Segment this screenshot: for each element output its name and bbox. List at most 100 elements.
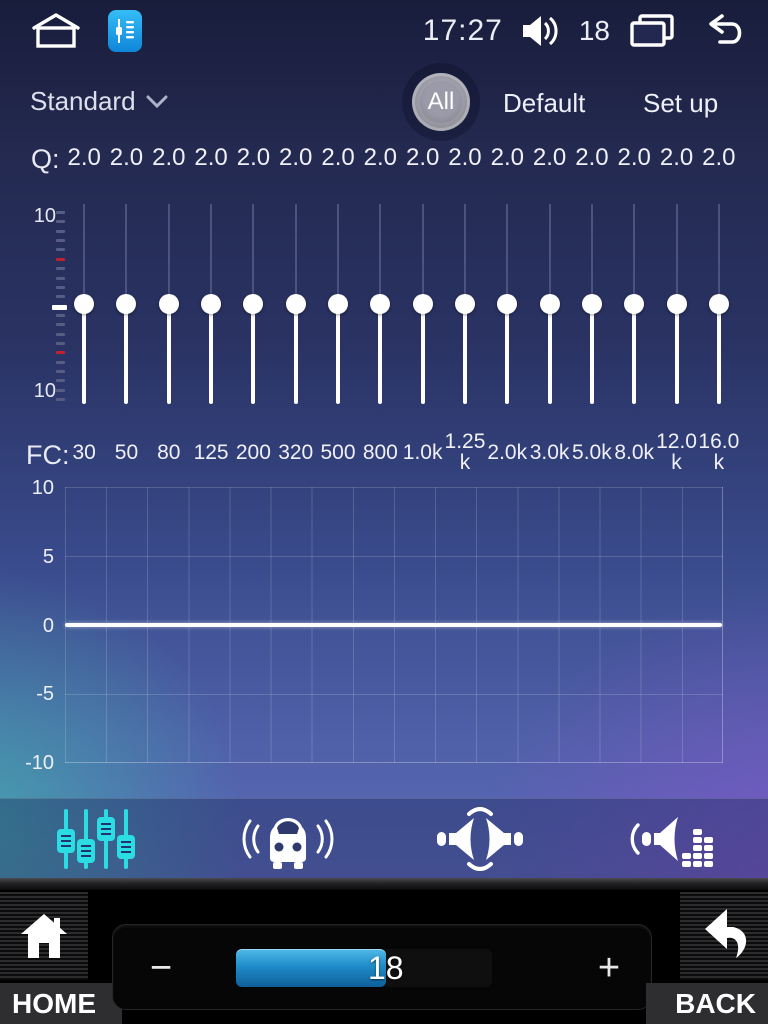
scale-tick [56, 369, 65, 373]
gain-scale-ticks [52, 211, 68, 407]
home-button[interactable] [0, 892, 88, 980]
slider-thumb[interactable] [74, 294, 95, 314]
eq-band-slider[interactable] [275, 198, 317, 410]
eq-band-slider[interactable] [359, 198, 401, 410]
scale-tick [56, 313, 65, 317]
graph-y-tick: -10 [25, 752, 54, 774]
recents-icon[interactable] [628, 12, 676, 50]
eq-band [528, 198, 570, 410]
preset-dropdown[interactable]: Standard [30, 86, 168, 117]
eq-band-slider[interactable] [613, 198, 655, 410]
slider-thumb[interactable] [201, 294, 222, 314]
slider-thumb[interactable] [581, 294, 602, 314]
q-value: 2.0 [109, 144, 144, 171]
scale-bottom-label: 10 [33, 380, 56, 402]
q-value: 2.0 [321, 144, 355, 171]
response-curve [65, 622, 722, 627]
fc-value: 16.0 k [698, 430, 740, 474]
slider-thumb[interactable] [497, 294, 518, 314]
tab-equalizer[interactable] [0, 799, 192, 878]
tab-sound-field[interactable] [384, 799, 576, 878]
slider-thumb[interactable] [666, 294, 687, 314]
home-label: HOME [0, 983, 122, 1024]
eq-band [232, 198, 274, 410]
eq-band-slider[interactable] [486, 198, 528, 410]
q-value: 2.0 [532, 144, 567, 171]
setup-button[interactable]: Set up [643, 88, 719, 118]
eq-band-slider[interactable] [148, 198, 190, 410]
scale-tick [56, 379, 65, 383]
scale-tick [56, 295, 65, 299]
q-value: 2.0 [194, 144, 228, 171]
equalizer-app-icon[interactable] [108, 10, 142, 52]
fc-value: 80 [157, 440, 181, 464]
fc-value: 50 [114, 440, 139, 464]
volume-slider[interactable]: 18 [236, 949, 492, 987]
slider-thumb[interactable] [454, 294, 475, 314]
fc-value: 8.0k [614, 440, 655, 464]
eq-band [275, 198, 317, 410]
eq-band [613, 198, 655, 410]
fc-value: 2.0k [487, 440, 528, 464]
eq-band [63, 198, 105, 410]
home-icon[interactable] [30, 11, 82, 51]
eq-band-slider[interactable] [444, 198, 486, 410]
hard-key-bar: HOME − 18 + BACK [0, 878, 768, 1024]
slider-rack [63, 198, 740, 410]
eq-band-slider[interactable] [571, 198, 613, 410]
slider-thumb[interactable] [328, 294, 349, 314]
eq-band [444, 198, 486, 410]
q-value: 2.0 [405, 144, 440, 171]
fc-row-label: FC: [26, 440, 70, 470]
slider-thumb[interactable] [412, 294, 433, 314]
eq-band-slider[interactable] [528, 198, 570, 410]
eq-band-slider[interactable] [402, 198, 444, 410]
fc-values-row: 30 50 80 125 200 320 500 800 1.0k 1.25 k 2.0k 3.0k 5.… [63, 428, 740, 476]
eq-band-slider[interactable] [698, 198, 740, 410]
slider-thumb[interactable] [539, 294, 560, 314]
speaker-icon [521, 13, 561, 49]
eq-band-slider[interactable] [190, 198, 232, 410]
slider-thumb[interactable] [624, 294, 645, 314]
fc-value: 320 [278, 440, 314, 464]
slider-thumb[interactable] [158, 294, 179, 314]
scale-tick [52, 304, 67, 310]
slider-thumb[interactable] [243, 294, 264, 314]
q-value: 2.0 [363, 144, 398, 171]
fc-value: 1.0k [402, 440, 443, 464]
audio-tab-bar [0, 798, 768, 878]
eq-band-slider[interactable] [105, 198, 147, 410]
back-label: BACK [646, 983, 768, 1024]
graph-y-tick: 5 [42, 546, 54, 568]
slider-thumb[interactable] [708, 294, 729, 314]
eq-band-slider[interactable] [63, 198, 105, 410]
volume-down-button[interactable]: − [129, 925, 193, 1011]
slider-thumb[interactable] [285, 294, 306, 314]
eq-band-slider[interactable] [317, 198, 359, 410]
fc-value: 800 [362, 440, 398, 464]
q-value: 2.0 [236, 144, 271, 171]
tab-car-sound[interactable] [192, 799, 384, 878]
slider-thumb[interactable] [116, 294, 137, 314]
back-icon[interactable] [694, 13, 746, 49]
volume-slider-fill [236, 949, 386, 987]
eq-band-slider[interactable] [232, 198, 274, 410]
eq-band [105, 198, 147, 410]
eq-band-slider[interactable] [655, 198, 697, 410]
preset-label: Standard [30, 86, 136, 116]
eq-band [698, 198, 740, 410]
back-button[interactable] [680, 892, 768, 980]
q-value: 2.0 [152, 144, 186, 171]
default-button[interactable]: Default [503, 88, 586, 118]
scale-tick [56, 267, 65, 271]
q-value: 2.0 [659, 144, 694, 171]
eq-band [571, 198, 613, 410]
all-button[interactable]: All [412, 73, 470, 131]
tab-loudness[interactable] [576, 799, 768, 878]
bottom-bar-trim [0, 878, 768, 891]
slider-thumb[interactable] [370, 294, 391, 314]
q-value: 2.0 [490, 144, 524, 171]
volume-up-button[interactable]: + [577, 925, 641, 1011]
fc-value: 125 [193, 440, 229, 464]
